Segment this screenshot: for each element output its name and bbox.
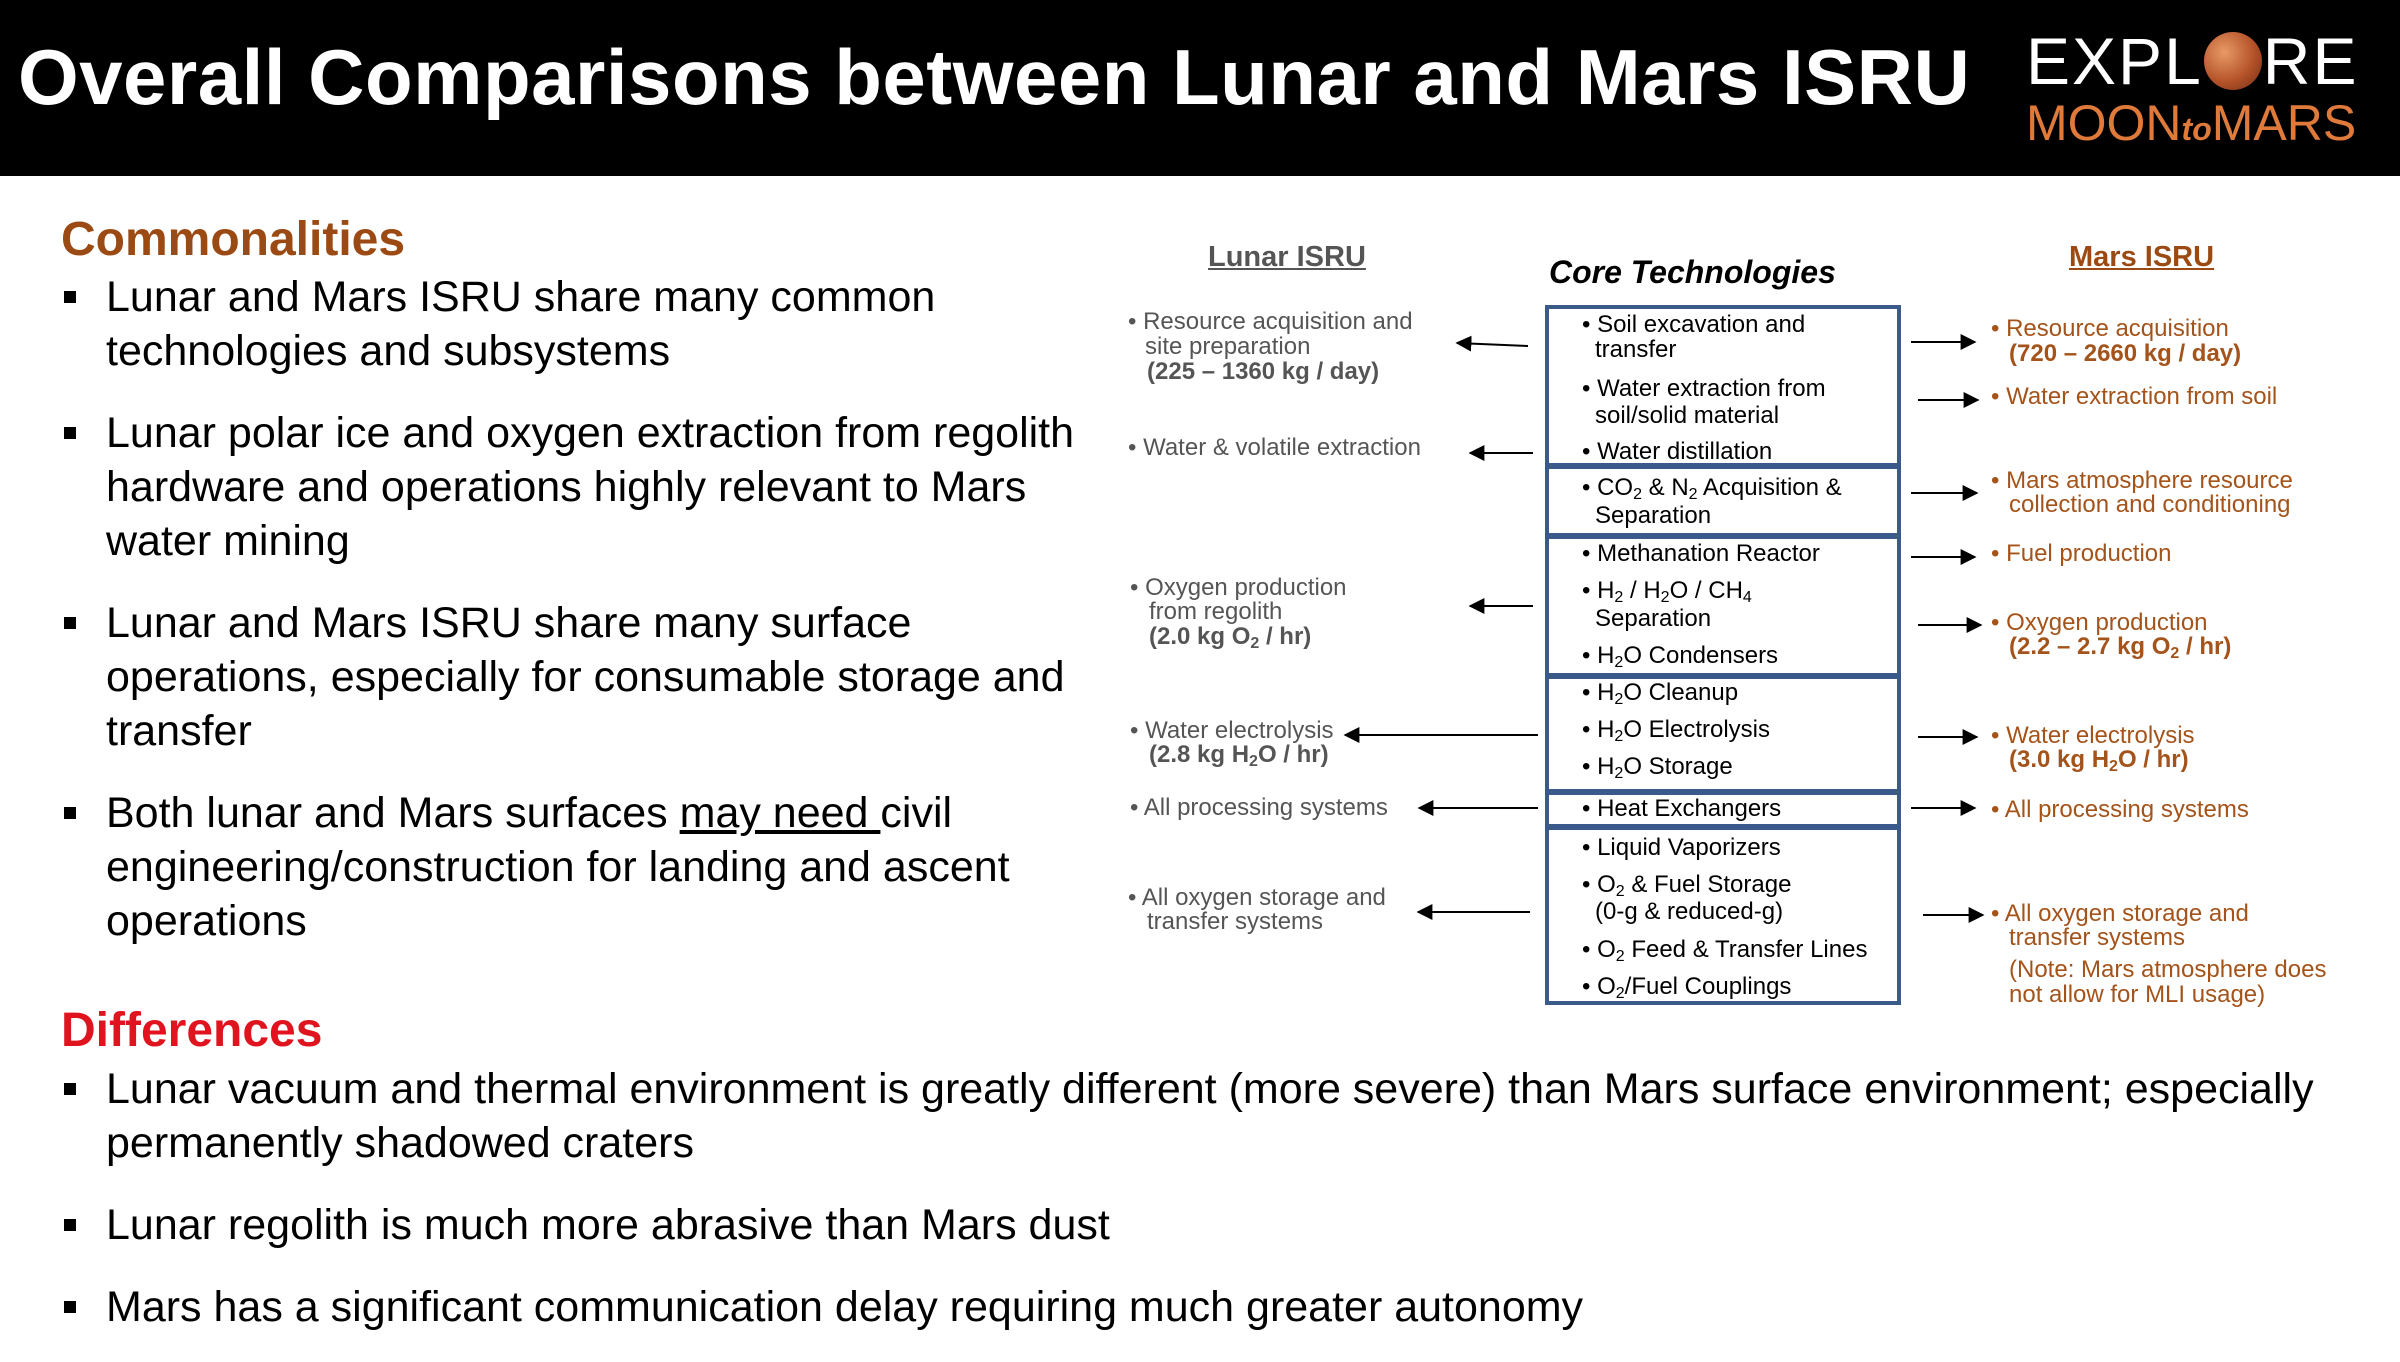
mars-item: • Water extraction from soil [1991,383,2278,410]
box-divider [1545,673,1901,679]
lunar-item: • Water & volatile extraction [1128,434,1421,461]
lunar-item: site preparation [1145,333,1311,360]
logo-text-expl: EXPL [2026,24,2203,98]
core-item: • O2 & Fuel Storage [1582,871,1792,900]
mars-item: transfer systems [2009,924,2186,951]
core-item: Separation [1595,502,1712,529]
core-item: • O2/Fuel Couplings [1582,973,1792,1002]
mars-item: • Mars atmosphere resource [1991,467,2293,494]
core-item: • Liquid Vaporizers [1582,834,1781,861]
core-item: • H2O Condensers [1582,642,1779,671]
mars-item: • Resource acquisition [1991,315,2229,342]
commonality-text: civil engineering/construction for landi… [106,789,1010,945]
lunar-item: from regolith [1149,598,1283,625]
logo-line-explore: EXPL RE [2026,26,2358,96]
lunar-item: • Water electrolysis [1130,717,1334,744]
lunar-item: • All oxygen storage and [1128,884,1386,911]
mars-item: (720 – 2660 kg / day) [2009,340,2242,367]
page-title: Overall Comparisons between Lunar and Ma… [18,33,1971,121]
core-item: • CO2 & N2 Acquisition & [1582,474,1842,503]
mars-item-note: (Note: Mars atmosphere does [2009,956,2327,983]
lunar-item: (2.0 kg O2 / hr) [1149,623,1312,652]
lunar-item: • Resource acquisition and [1128,308,1413,335]
core-item: • H2 / H2O / CH4 [1582,577,1752,606]
core-item: • O2 Feed & Transfer Lines [1582,936,1868,965]
logo-text-re: RE [2262,24,2359,98]
core-item: • Water distillation [1582,438,1773,465]
core-item: Separation [1595,605,1712,632]
mars-item: • All processing systems [1991,796,2249,823]
arrow-left [1455,335,1529,352]
lunar-item: (225 – 1360 kg / day) [1147,358,1380,385]
box-divider [1545,789,1901,795]
logo-text-moon: MOON [2026,95,2182,151]
commonality-item: Lunar and Mars ISRU share many common te… [61,270,1121,378]
logo-text-mars: MARS [2211,95,2357,151]
lunar-item: transfer systems [1147,908,1324,935]
difference-item: Lunar vacuum and thermal environment is … [61,1062,2361,1170]
box-divider [1545,533,1901,539]
logo-text-to: to [2181,111,2212,147]
mars-isru-heading: Mars ISRU [2069,241,2215,273]
mars-item: (3.0 kg H2O / hr) [2009,746,2189,775]
mars-item: • Fuel production [1991,540,2172,567]
core-item: • Water extraction from [1582,375,1826,402]
core-technologies-box [1545,305,1901,1005]
explore-moon-to-mars-logo: EXPL RE MOONtoMARS [2026,26,2376,156]
lunar-item: • All processing systems [1130,794,1388,821]
diagram-arrows [1343,334,1985,923]
mars-planet-icon [2203,32,2262,90]
difference-item: Mars has a significant communication del… [61,1280,2361,1334]
logo-line-moon-to-mars: MOONtoMARS [2026,94,2356,158]
commonality-item: Both lunar and Mars surfaces may need ci… [61,786,1121,948]
differences-heading: Differences [61,1004,323,1057]
commonality-item: Lunar polar ice and oxygen extraction fr… [61,406,1121,568]
lunar-isru-heading: Lunar ISRU [1208,241,1366,273]
core-technologies-heading: Core Technologies [1549,254,1836,290]
core-item: • H2O Storage [1582,753,1733,782]
core-item: • Soil excavation and [1582,311,1806,338]
title-bar: Overall Comparisons between Lunar and Ma… [0,0,2400,176]
core-item: • Methanation Reactor [1582,540,1820,567]
core-item: • H2O Electrolysis [1582,716,1771,745]
underlined-phrase: may need [679,789,881,837]
commonalities-heading: Commonalities [61,213,406,266]
core-item: • Heat Exchangers [1582,795,1782,822]
lunar-item: (2.8 kg H2O / hr) [1149,741,1329,770]
mars-item: • Water electrolysis [1991,722,2195,749]
core-item: (0-g & reduced-g) [1595,898,1784,925]
box-divider [1545,463,1901,469]
core-item: • H2O Cleanup [1582,679,1739,708]
mars-item: • All oxygen storage and [1991,900,2249,927]
commonality-text: Both lunar and Mars surfaces [106,789,680,837]
isru-comparison-diagram: Lunar ISRU Core Technologies Mars ISRU •… [1125,232,2375,1022]
core-item: soil/solid material [1595,402,1780,429]
mars-item: • Oxygen production [1991,609,2208,636]
core-item: transfer [1595,336,1677,363]
mars-item-note: not allow for MLI usage) [2009,981,2266,1008]
mars-item: (2.2 – 2.7 kg O2 / hr) [2009,633,2232,662]
box-divider [1545,824,1901,830]
commonalities-list: Lunar and Mars ISRU share many common te… [61,270,1121,976]
differences-list: Lunar vacuum and thermal environment is … [61,1062,2361,1362]
difference-item: Lunar regolith is much more abrasive tha… [61,1198,2361,1252]
lunar-item: • Oxygen production [1130,574,1347,601]
commonality-item: Lunar and Mars ISRU share many surface o… [61,596,1121,758]
mars-item: collection and conditioning [2009,491,2291,518]
